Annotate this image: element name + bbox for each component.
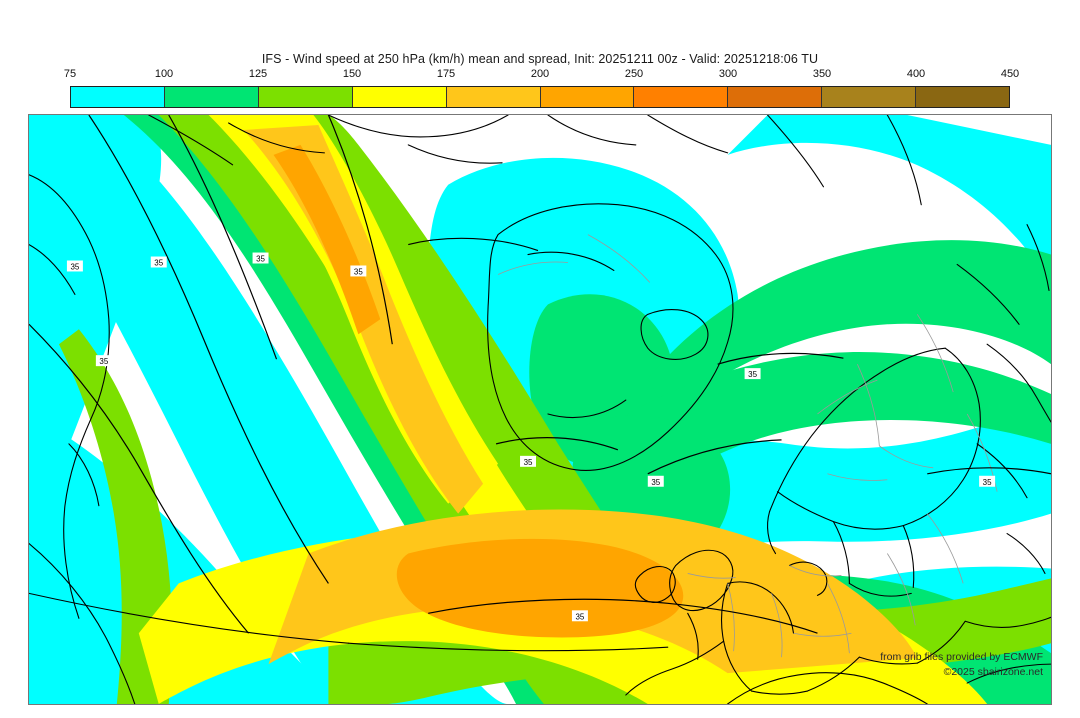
svg-text:35: 35 (70, 262, 79, 271)
colorbar-segment-400-450 (916, 87, 1010, 107)
colorbar-segment-250-300 (634, 87, 729, 107)
weather-map-svg: 35 35 35 35 35 35 35 35 35 35 (29, 115, 1051, 704)
band-200-250 (273, 144, 381, 335)
svg-text:35: 35 (354, 267, 363, 276)
colorbar-tick-300: 300 (718, 68, 738, 80)
country-borders (497, 234, 998, 658)
svg-text:35: 35 (983, 478, 992, 487)
colorbar-segment-200-250 (540, 87, 635, 107)
contour-label-group: 35 35 35 35 35 35 35 35 35 35 (66, 252, 996, 621)
coastlines (29, 115, 1051, 704)
svg-text:35: 35 (524, 458, 533, 467)
svg-text:35: 35 (575, 612, 584, 621)
colorbar: 75 100 125 150 175 200 250 300 350 400 450 (64, 68, 1019, 108)
colorbar-tick-100: 100 (154, 68, 174, 80)
colorbar-segment-175-200 (446, 87, 541, 107)
spread-contours (29, 115, 1051, 634)
colorbar-segment-150-175 (352, 87, 447, 107)
colorbar-segment-300-350 (728, 87, 823, 107)
colorbar-tick-labels: 75 100 125 150 175 200 250 300 350 400 450 (64, 68, 1019, 84)
colorbar-segment-125-150 (258, 87, 353, 107)
page-title: IFS - Wind speed at 250 hPa (km/h) mean … (261, 52, 819, 66)
svg-text:35: 35 (748, 370, 757, 379)
svg-text:35: 35 (256, 255, 265, 264)
colorbar-segment-100-125 (164, 87, 259, 107)
colorbar-tick-250: 250 (624, 68, 644, 80)
band-75-100 (727, 115, 1051, 285)
colorbar-tick-150: 150 (342, 68, 362, 80)
band-100-125 (647, 240, 1051, 414)
colorbar-tick-400: 400 (906, 68, 926, 80)
band-100-125 (626, 352, 1051, 504)
colorbar-tick-125: 125 (248, 68, 268, 80)
svg-text:35: 35 (99, 357, 108, 366)
map-canvas[interactable]: 35 35 35 35 35 35 35 35 35 35 from grib … (28, 114, 1052, 705)
svg-text:35: 35 (154, 258, 163, 267)
windspeed-filled-contours (29, 115, 1051, 704)
colorbar-tick-200: 200 (530, 68, 550, 80)
svg-text:35: 35 (651, 478, 660, 487)
colorbar-tick-175: 175 (436, 68, 456, 80)
colorbar-gradient (70, 86, 1010, 108)
colorbar-tick-75: 75 (63, 68, 77, 80)
band-125-150 (58, 329, 173, 704)
colorbar-segment-350-400 (822, 87, 917, 107)
colorbar-tick-350: 350 (812, 68, 832, 80)
colorbar-segment-75-100 (71, 87, 165, 107)
band-200-250 (396, 538, 684, 638)
colorbar-tick-450: 450 (1000, 68, 1020, 80)
